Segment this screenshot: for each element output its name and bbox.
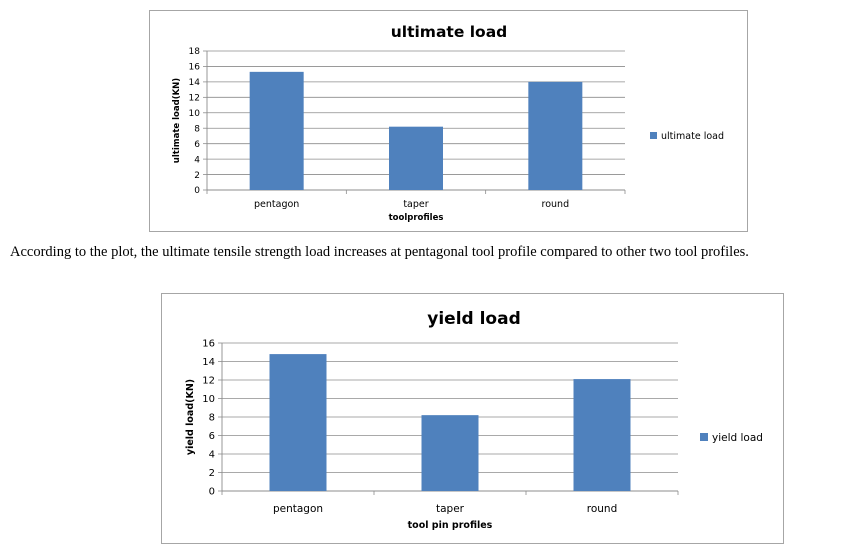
- ultimate-load-chart-svg: ultimate load 0 2 4 6 8 10 12 14 16 18 pentagon tape…: [172, 23, 724, 223]
- x-tick-label: round: [587, 503, 618, 515]
- x-tick-label: pentagon: [273, 503, 323, 515]
- y-tick-label: 0: [209, 487, 215, 498]
- y-axis-title: yield load(KN): [185, 379, 196, 455]
- x-tick-label: taper: [436, 503, 465, 515]
- y-tick-label: 18: [189, 47, 201, 57]
- x-tick-label: pentagon: [254, 199, 299, 210]
- y-tick-label: 16: [202, 339, 215, 350]
- y-tick-label: 6: [194, 140, 200, 150]
- yield-load-chart: yield load 0 2 4 6 8 10 12 14 16 pentagon taper roun…: [161, 293, 784, 544]
- y-tick-label: 4: [194, 155, 200, 165]
- y-tick-label: 16: [189, 63, 201, 73]
- bar-round: [528, 81, 583, 190]
- bar-pentagon: [269, 354, 327, 491]
- legend-swatch: [700, 433, 708, 441]
- y-tick-label: 8: [209, 413, 215, 424]
- chart-title: yield load: [427, 309, 521, 329]
- y-tick-label: 4: [209, 450, 215, 461]
- legend-swatch: [650, 132, 657, 139]
- x-axis-title: tool pin profiles: [408, 520, 493, 531]
- y-axis-title: ultimate load(KN): [172, 78, 182, 163]
- y-tick-label: 0: [194, 186, 200, 196]
- y-tick-label: 2: [209, 468, 215, 479]
- yield-load-chart-svg: yield load 0 2 4 6 8 10 12 14 16 pentagon taper roun…: [185, 309, 763, 531]
- bar-round: [573, 379, 631, 491]
- legend-label: ultimate load: [661, 131, 724, 142]
- x-tick-label: round: [542, 199, 570, 210]
- plot-caption: According to the plot, the ultimate tens…: [10, 244, 749, 260]
- chart-title: ultimate load: [391, 23, 508, 41]
- bar-taper: [421, 415, 479, 491]
- bar-taper: [389, 126, 443, 190]
- x-axis-title: toolprofiles: [389, 213, 444, 223]
- y-tick-label: 10: [189, 109, 201, 119]
- y-tick-label: 12: [202, 376, 215, 387]
- y-tick-label: 12: [189, 94, 200, 104]
- y-tick-label: 10: [202, 394, 215, 405]
- x-tick-label: taper: [403, 199, 428, 210]
- ultimate-load-chart: ultimate load 0 2 4 6 8 10 12 14 16 18 pentagon tape…: [149, 10, 748, 232]
- legend-label: yield load: [712, 432, 763, 444]
- y-tick-label: 6: [209, 431, 215, 442]
- y-tick-label: 14: [202, 357, 215, 368]
- y-tick-label: 2: [194, 171, 200, 181]
- y-tick-label: 14: [189, 78, 201, 88]
- bar-pentagon: [249, 71, 304, 190]
- y-tick-label: 8: [194, 124, 200, 134]
